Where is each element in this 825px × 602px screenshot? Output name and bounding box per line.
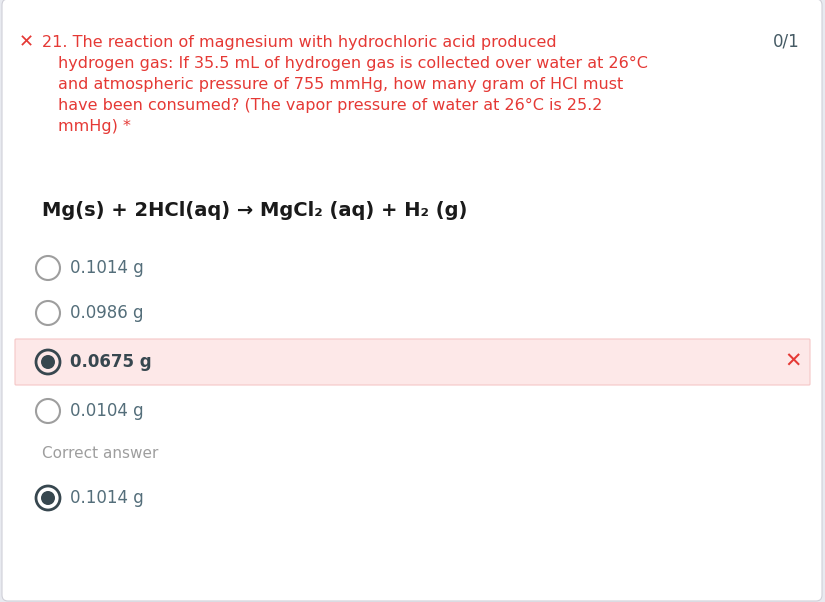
Text: ✕: ✕: [785, 352, 802, 372]
Text: Correct answer: Correct answer: [42, 445, 158, 461]
Text: 0.1014 g: 0.1014 g: [70, 489, 144, 507]
Text: 0.0675 g: 0.0675 g: [70, 353, 152, 371]
Text: have been consumed? (The vapor pressure of water at 26°C is 25.2: have been consumed? (The vapor pressure …: [58, 98, 602, 113]
FancyBboxPatch shape: [15, 339, 810, 385]
Text: 21. The reaction of magnesium with hydrochloric acid produced: 21. The reaction of magnesium with hydro…: [42, 34, 557, 49]
Text: Mg(s) + 2HCl(aq) → MgCl₂ (aq) + H₂ (g): Mg(s) + 2HCl(aq) → MgCl₂ (aq) + H₂ (g): [42, 200, 468, 220]
Text: 0.1014 g: 0.1014 g: [70, 259, 144, 277]
Circle shape: [41, 491, 55, 505]
Circle shape: [41, 355, 55, 369]
Text: hydrogen gas: If 35.5 mL of hydrogen gas is collected over water at 26°C: hydrogen gas: If 35.5 mL of hydrogen gas…: [58, 55, 648, 70]
Text: mmHg) *: mmHg) *: [58, 119, 131, 134]
Text: 0/1: 0/1: [773, 33, 800, 51]
Text: ✕: ✕: [18, 33, 34, 51]
Text: and atmospheric pressure of 755 mmHg, how many gram of HCl must: and atmospheric pressure of 755 mmHg, ho…: [58, 76, 623, 92]
Text: 0.0986 g: 0.0986 g: [70, 304, 144, 322]
Text: 0.0104 g: 0.0104 g: [70, 402, 144, 420]
